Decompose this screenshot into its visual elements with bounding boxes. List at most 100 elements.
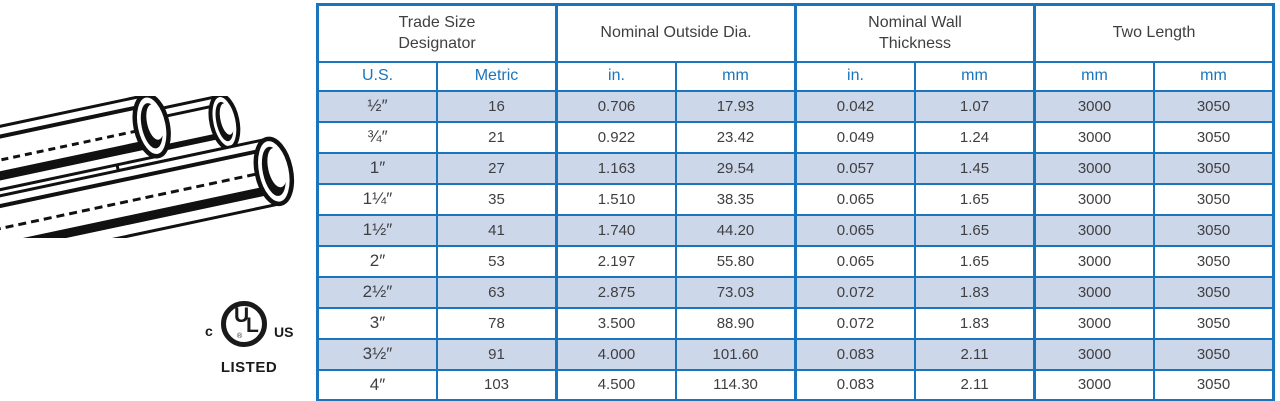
unit-header-row: U.S. Metric in. mm in. mm mm mm xyxy=(316,60,1275,92)
value-cell: 16 xyxy=(436,89,558,123)
value-cell: 1.740 xyxy=(555,213,677,247)
group-header-wall-thickness: Nominal Wall Thickness xyxy=(794,3,1036,63)
value-cell: 103 xyxy=(436,368,558,401)
value-cell: 1.83 xyxy=(914,306,1036,340)
value-cell: 3050 xyxy=(1153,151,1275,185)
unit-header-wall-mm: mm xyxy=(914,60,1036,92)
pipe-front xyxy=(0,136,295,238)
value-cell: 1.510 xyxy=(555,182,677,216)
value-cell: 29.54 xyxy=(675,151,797,185)
group-header-row: Trade Size Designator Nominal Outside Di… xyxy=(316,3,1275,63)
table-row: 4″ 103 4.500 114.30 0.083 2.11 3000 3050 xyxy=(316,368,1275,401)
value-cell: 3000 xyxy=(1033,368,1155,401)
ul-canada-label: c xyxy=(205,323,213,339)
value-cell: 101.60 xyxy=(675,337,797,371)
table-row: 1½″ 41 1.740 44.20 0.065 1.65 3000 3050 xyxy=(316,213,1275,247)
ul-listed-label: LISTED xyxy=(220,359,278,376)
value-cell: 1.65 xyxy=(914,182,1036,216)
table-row: 2½″ 63 2.875 73.03 0.072 1.83 3000 3050 xyxy=(316,275,1275,309)
conduit-spec-table: Trade Size Designator Nominal Outside Di… xyxy=(316,3,1275,401)
registered-mark-icon: ® xyxy=(237,333,243,340)
table-row: 2″ 53 2.197 55.80 0.065 1.65 3000 3050 xyxy=(316,244,1275,278)
value-cell: 1.65 xyxy=(914,244,1036,278)
value-cell: 3050 xyxy=(1153,368,1275,401)
value-cell: 53 xyxy=(436,244,558,278)
trade-size-cell: ¾″ xyxy=(316,120,438,154)
value-cell: 3050 xyxy=(1153,275,1275,309)
value-cell: 3050 xyxy=(1153,337,1275,371)
value-cell: 38.35 xyxy=(675,182,797,216)
ul-ring-icon: U L ® xyxy=(221,301,267,347)
value-cell: 3050 xyxy=(1153,120,1275,154)
table-row: 1¼″ 35 1.510 38.35 0.065 1.65 3000 3050 xyxy=(316,182,1275,216)
value-cell: 1.83 xyxy=(914,275,1036,309)
table-body: ½″ 16 0.706 17.93 0.042 1.07 3000 3050 ¾″ 21 0.922… xyxy=(316,89,1275,401)
group-header-trade-size: Trade Size Designator xyxy=(316,3,558,63)
value-cell: 3050 xyxy=(1153,306,1275,340)
value-cell: 27 xyxy=(436,151,558,185)
ul-listed-logo: c U L ® US LISTED xyxy=(203,301,303,385)
value-cell: 2.11 xyxy=(914,337,1036,371)
group-header-two-length: Two Length xyxy=(1033,3,1275,63)
value-cell: 0.065 xyxy=(794,244,916,278)
value-cell: 0.042 xyxy=(794,89,916,123)
value-cell: 0.072 xyxy=(794,275,916,309)
value-cell: 44.20 xyxy=(675,213,797,247)
ul-letter-l: L xyxy=(246,314,259,337)
trade-size-cell: 4″ xyxy=(316,368,438,401)
group-header-outside-dia: Nominal Outside Dia. xyxy=(555,3,797,63)
value-cell: 21 xyxy=(436,120,558,154)
value-cell: 3050 xyxy=(1153,244,1275,278)
value-cell: 23.42 xyxy=(675,120,797,154)
unit-header-metric: Metric xyxy=(436,60,558,92)
ul-letter-u: U xyxy=(234,304,250,327)
value-cell: 114.30 xyxy=(675,368,797,401)
trade-size-cell: 1¼″ xyxy=(316,182,438,216)
value-cell: 35 xyxy=(436,182,558,216)
value-cell: 0.922 xyxy=(555,120,677,154)
pipe-top xyxy=(0,96,171,198)
value-cell: 3050 xyxy=(1153,89,1275,123)
value-cell: 73.03 xyxy=(675,275,797,309)
value-cell: 3000 xyxy=(1033,275,1155,309)
pipes-illustration xyxy=(0,96,295,238)
value-cell: 3000 xyxy=(1033,213,1155,247)
value-cell: 3000 xyxy=(1033,337,1155,371)
value-cell: 3000 xyxy=(1033,151,1155,185)
value-cell: 0.057 xyxy=(794,151,916,185)
trade-size-cell: 1″ xyxy=(316,151,438,185)
value-cell: 88.90 xyxy=(675,306,797,340)
ul-us-label: US xyxy=(274,324,294,340)
value-cell: 3000 xyxy=(1033,89,1155,123)
value-cell: 3000 xyxy=(1033,306,1155,340)
value-cell: 2.875 xyxy=(555,275,677,309)
value-cell: 3.500 xyxy=(555,306,677,340)
table-row: 1″ 27 1.163 29.54 0.057 1.45 3000 3050 xyxy=(316,151,1275,185)
trade-size-cell: 2″ xyxy=(316,244,438,278)
value-cell: 0.706 xyxy=(555,89,677,123)
value-cell: 0.049 xyxy=(794,120,916,154)
value-cell: 0.065 xyxy=(794,213,916,247)
unit-header-us: U.S. xyxy=(316,60,438,92)
value-cell: 2.197 xyxy=(555,244,677,278)
value-cell: 91 xyxy=(436,337,558,371)
value-cell: 3000 xyxy=(1033,244,1155,278)
value-cell: 0.065 xyxy=(794,182,916,216)
value-cell: 3000 xyxy=(1033,120,1155,154)
value-cell: 0.083 xyxy=(794,337,916,371)
value-cell: 4.000 xyxy=(555,337,677,371)
trade-size-cell: 1½″ xyxy=(316,213,438,247)
unit-header-length2-mm: mm xyxy=(1153,60,1275,92)
value-cell: 3050 xyxy=(1153,213,1275,247)
value-cell: 3000 xyxy=(1033,182,1155,216)
table-row: 3½″ 91 4.000 101.60 0.083 2.11 3000 3050 xyxy=(316,337,1275,371)
unit-header-od-in: in. xyxy=(555,60,677,92)
value-cell: 1.45 xyxy=(914,151,1036,185)
table-row: ½″ 16 0.706 17.93 0.042 1.07 3000 3050 xyxy=(316,89,1275,123)
value-cell: 4.500 xyxy=(555,368,677,401)
value-cell: 1.163 xyxy=(555,151,677,185)
unit-header-od-mm: mm xyxy=(675,60,797,92)
value-cell: 3050 xyxy=(1153,182,1275,216)
value-cell: 63 xyxy=(436,275,558,309)
